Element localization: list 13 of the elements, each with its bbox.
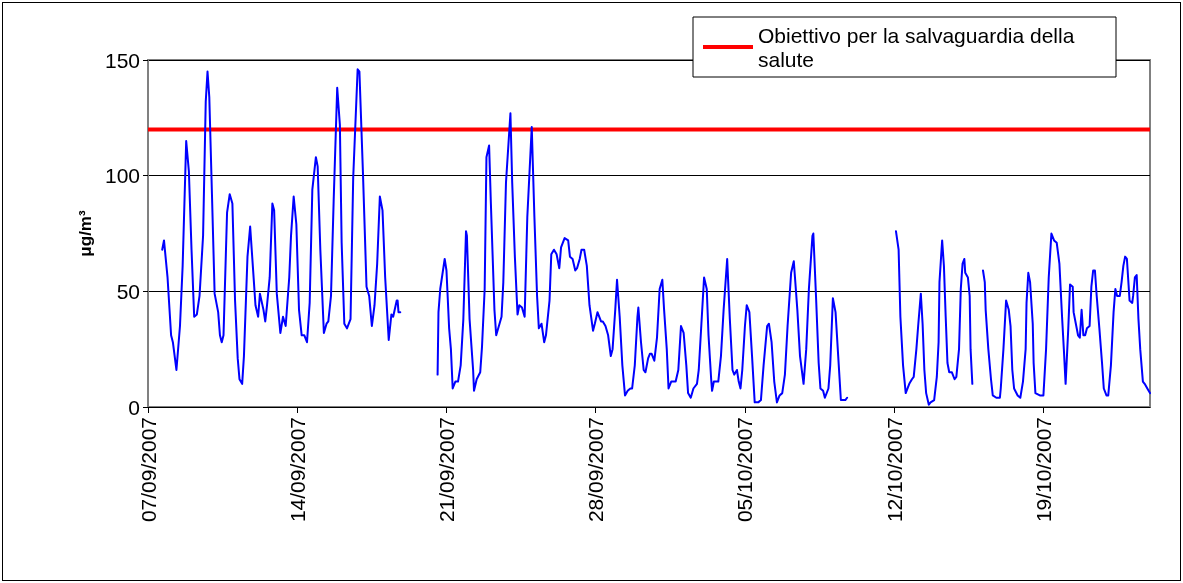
legend-label: Obiettivo per la salvaguardia della salute [758, 23, 1081, 71]
y-tick-label: 0 [128, 395, 140, 419]
y-axis-title: μg/m³ [76, 210, 96, 257]
x-tick-label: 12/10/2007 [882, 417, 906, 523]
x-tick-label: 07/09/2007 [136, 417, 160, 523]
y-tick-label: 50 [116, 279, 140, 303]
y-tick-label: 100 [104, 164, 140, 188]
x-tick-label: 28/09/2007 [584, 417, 608, 523]
x-tick-label: 14/09/2007 [285, 417, 309, 523]
y-tick-label: 150 [104, 48, 140, 72]
x-tick-label: 19/10/2007 [1031, 417, 1055, 523]
x-tick-label: 05/10/2007 [733, 417, 757, 523]
x-tick-label: 21/09/2007 [434, 417, 458, 523]
